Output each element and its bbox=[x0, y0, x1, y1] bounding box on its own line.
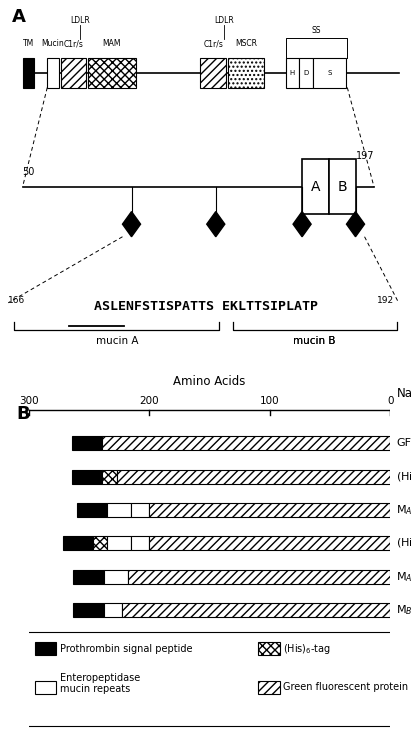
Bar bbox=[74, 603, 104, 617]
Text: mucin A: mucin A bbox=[95, 336, 138, 347]
Text: 200: 200 bbox=[139, 396, 159, 406]
Polygon shape bbox=[346, 211, 365, 237]
Text: LDLR: LDLR bbox=[214, 16, 234, 24]
Text: TM: TM bbox=[23, 39, 34, 48]
Bar bbox=[258, 681, 279, 694]
Bar bbox=[104, 603, 122, 617]
Text: 300: 300 bbox=[19, 396, 39, 406]
Bar bbox=[102, 470, 117, 484]
Bar bbox=[122, 603, 390, 617]
Bar bbox=[200, 58, 226, 88]
Text: 0: 0 bbox=[387, 396, 394, 406]
Bar bbox=[92, 536, 107, 551]
Text: 100: 100 bbox=[260, 396, 280, 406]
Text: C1r/s: C1r/s bbox=[203, 39, 223, 48]
Text: 166: 166 bbox=[8, 296, 25, 305]
Text: Name: Name bbox=[397, 387, 411, 399]
Bar bbox=[149, 503, 390, 517]
Text: Enteropeptidase
mucin repeats: Enteropeptidase mucin repeats bbox=[60, 672, 141, 695]
Text: S: S bbox=[328, 70, 332, 76]
Bar bbox=[23, 58, 34, 88]
Bar bbox=[72, 436, 102, 450]
Text: 197: 197 bbox=[356, 151, 374, 161]
Bar bbox=[61, 58, 86, 88]
Bar bbox=[313, 58, 346, 88]
Bar bbox=[35, 643, 56, 655]
Bar bbox=[117, 470, 390, 484]
Bar bbox=[72, 470, 102, 484]
Text: Amino Acids: Amino Acids bbox=[173, 375, 246, 388]
Bar bbox=[74, 570, 104, 584]
Bar bbox=[302, 160, 329, 214]
Polygon shape bbox=[207, 211, 225, 237]
Bar bbox=[258, 643, 279, 655]
Text: (His)$_6$-gGFP: (His)$_6$-gGFP bbox=[397, 470, 411, 484]
Text: mucin B: mucin B bbox=[293, 336, 336, 347]
Text: C1r/s: C1r/s bbox=[64, 39, 83, 48]
Bar bbox=[62, 536, 92, 551]
Bar bbox=[107, 536, 131, 551]
Text: SS: SS bbox=[312, 26, 321, 35]
Text: B: B bbox=[337, 180, 347, 194]
Bar bbox=[286, 58, 299, 88]
Text: 192: 192 bbox=[377, 296, 395, 305]
Text: ASLENFSTISPATTS EKLTTSIPLATP: ASLENFSTISPATTS EKLTTSIPLATP bbox=[93, 300, 318, 312]
Bar bbox=[131, 503, 149, 517]
Bar bbox=[228, 58, 264, 88]
Bar bbox=[299, 58, 313, 88]
Text: Green fluorescent protein: Green fluorescent protein bbox=[283, 682, 408, 692]
Text: A: A bbox=[311, 180, 320, 194]
Text: 50: 50 bbox=[23, 167, 35, 177]
Text: Mucin: Mucin bbox=[42, 39, 65, 48]
Text: (His)$_6$-tag: (His)$_6$-tag bbox=[283, 642, 331, 656]
Text: M$_A$-GFP: M$_A$-GFP bbox=[397, 570, 411, 584]
Text: M$_B$-GFP: M$_B$-GFP bbox=[397, 603, 411, 617]
Bar bbox=[35, 681, 56, 694]
Text: MSCR: MSCR bbox=[235, 39, 257, 48]
Bar bbox=[149, 536, 390, 551]
Text: MAM: MAM bbox=[103, 39, 121, 48]
Bar bbox=[131, 536, 149, 551]
Bar bbox=[128, 570, 390, 584]
Text: Prothrombin signal peptide: Prothrombin signal peptide bbox=[60, 643, 193, 654]
Bar bbox=[47, 58, 59, 88]
Text: D: D bbox=[303, 70, 309, 76]
Bar bbox=[107, 503, 131, 517]
Text: GFP: GFP bbox=[397, 439, 411, 448]
Text: LDLR: LDLR bbox=[70, 16, 90, 24]
Bar bbox=[77, 503, 107, 517]
Bar bbox=[88, 58, 136, 88]
Text: mucin B: mucin B bbox=[293, 336, 336, 347]
Polygon shape bbox=[122, 211, 141, 237]
Text: A: A bbox=[12, 8, 26, 26]
Text: B: B bbox=[17, 404, 30, 423]
Text: M$_{AB}$-GFP: M$_{AB}$-GFP bbox=[397, 503, 411, 517]
Text: H: H bbox=[290, 70, 295, 76]
Bar bbox=[104, 570, 128, 584]
Bar bbox=[329, 160, 356, 214]
Bar bbox=[102, 436, 390, 450]
Polygon shape bbox=[293, 211, 311, 237]
Text: (His)$_6$M$_{AB}$-GFP: (His)$_6$M$_{AB}$-GFP bbox=[397, 536, 411, 550]
